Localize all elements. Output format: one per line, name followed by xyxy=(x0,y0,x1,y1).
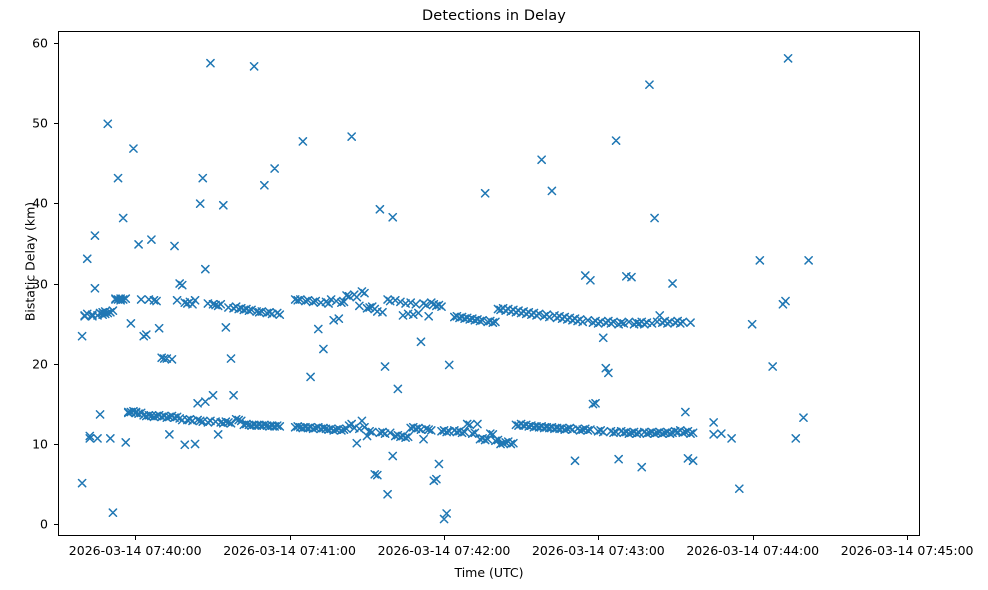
y-tick-mark xyxy=(54,523,58,525)
x-axis-label: Time (UTC) xyxy=(454,565,524,580)
y-tick-mark xyxy=(54,363,58,365)
y-tick-mark xyxy=(54,43,58,45)
y-tick-mark xyxy=(54,123,58,125)
x-tick-mark xyxy=(289,536,291,540)
scatter-series xyxy=(77,54,813,524)
y-tick-label: 10 xyxy=(32,436,48,452)
x-tick-label: 2026-03-14 07:45:00 xyxy=(840,543,974,558)
page-title: Detections in Delay xyxy=(422,8,566,24)
y-tick-mark xyxy=(54,283,58,285)
x-tick-mark xyxy=(598,536,600,540)
y-tick-label: 40 xyxy=(32,195,48,211)
x-tick-label: 2026-03-14 07:42:00 xyxy=(377,543,511,558)
y-tick-mark xyxy=(54,203,58,205)
x-tick-label: 2026-03-14 07:43:00 xyxy=(531,543,665,558)
x-tick-mark xyxy=(135,536,137,540)
x-tick-label: 2026-03-14 07:40:00 xyxy=(68,543,202,558)
y-tick-label: 30 xyxy=(32,276,48,291)
y-tick-label: 20 xyxy=(32,356,48,372)
x-tick-label: 2026-03-14 07:44:00 xyxy=(686,543,820,558)
x-tick-label: 2026-03-14 07:41:00 xyxy=(223,543,356,558)
x-tick-mark xyxy=(907,536,909,540)
plot-area xyxy=(58,31,920,536)
y-tick-label: 0 xyxy=(40,516,48,532)
y-axis-tick-labels: 0 10 20 30 40 50 60 xyxy=(0,0,48,590)
x-tick-mark xyxy=(443,536,445,540)
scatter-points xyxy=(77,54,813,524)
y-tick-label: 50 xyxy=(32,115,48,131)
y-tick-mark xyxy=(54,443,58,445)
y-axis-label: Bistatic Delay (km) xyxy=(22,201,38,322)
y-tick-label: 60 xyxy=(32,35,48,51)
x-tick-mark xyxy=(752,536,754,540)
